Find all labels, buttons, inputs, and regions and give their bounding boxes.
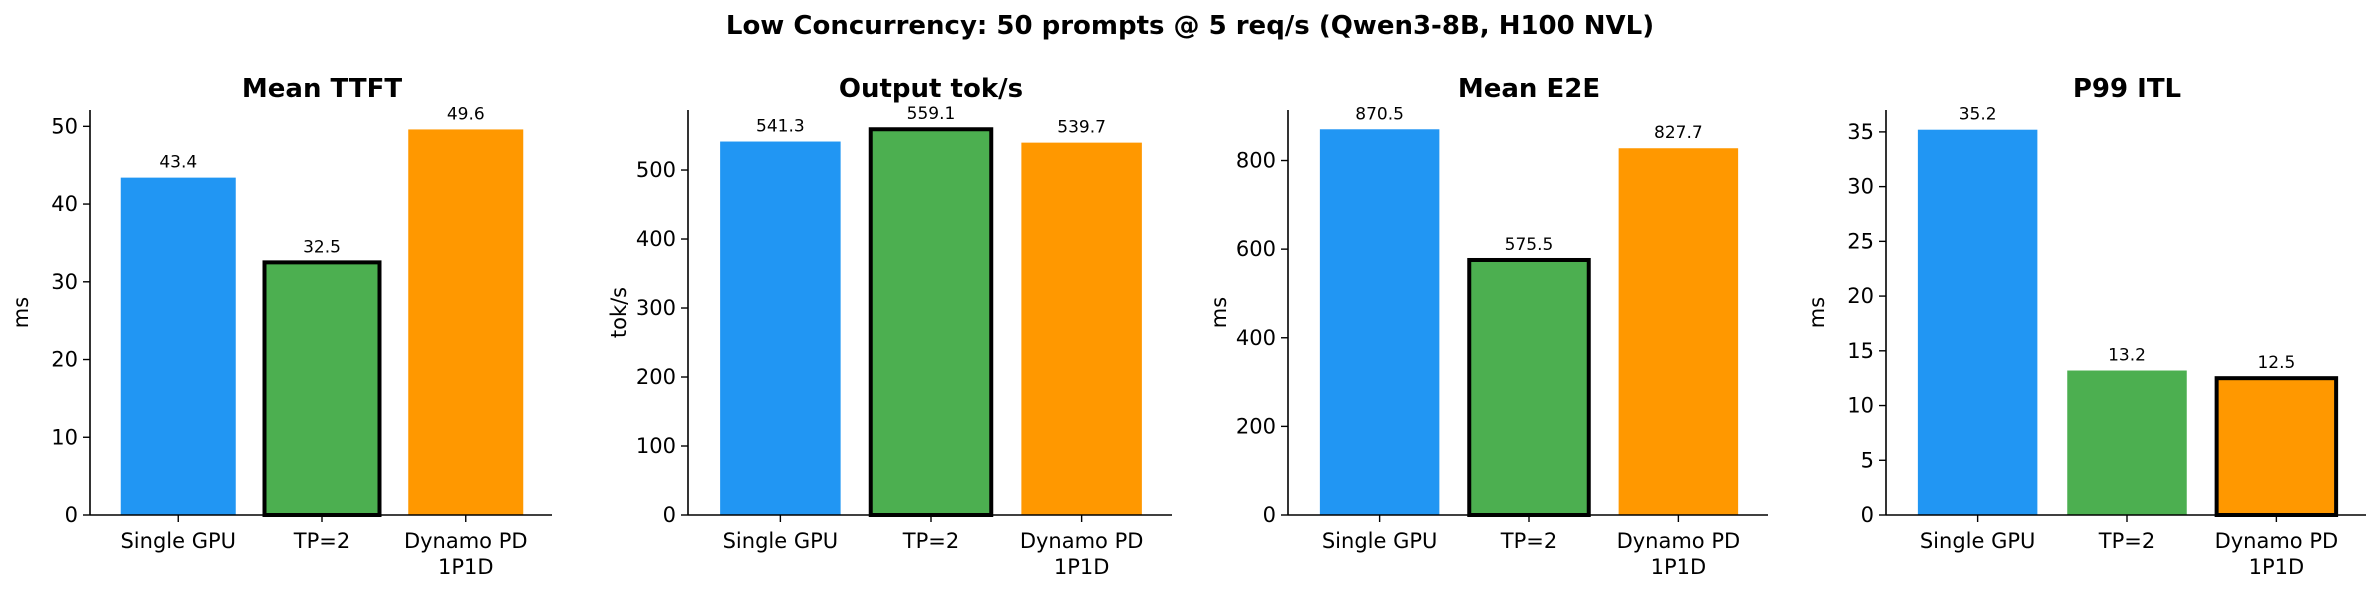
bar-1-3 xyxy=(408,129,524,515)
value-label-4-1: 35.2 xyxy=(1959,105,1997,125)
x-tick-label-1-2: TP=2 xyxy=(293,529,350,553)
y-axis-label-4: ms xyxy=(1805,297,1829,328)
y-tick-label-4-5: 20 xyxy=(1847,284,1874,308)
bar-3-2 xyxy=(1467,257,1591,517)
y-tick-label-2-2: 100 xyxy=(636,434,676,458)
value-label-4-3: 12.5 xyxy=(2257,353,2295,373)
bar-2-2 xyxy=(868,127,994,517)
y-tick-label-4-4: 15 xyxy=(1847,339,1874,363)
y-tick-label-1-5: 40 xyxy=(51,192,78,216)
value-label-2-1: 541.3 xyxy=(756,117,805,137)
bar-3-3 xyxy=(1618,148,1739,515)
chart-panel-1: 43.4 32.5 49.6 0 10 20 30 40 50 Single GPU TP=2 Dyn… xyxy=(9,74,552,579)
value-label-2-3: 539.7 xyxy=(1057,118,1106,138)
y-tick-label-1-1: 0 xyxy=(65,503,78,527)
x-tick-label-1-1: Single GPU xyxy=(120,529,236,553)
x-tick-label-3-2: TP=2 xyxy=(1500,529,1557,553)
x-tick-label-3-3: Dynamo PD 1P1D xyxy=(1617,529,1741,579)
y-tick-label-3-3: 400 xyxy=(1236,326,1276,350)
figure-suptitle: Low Concurrency: 50 prompts @ 5 req/s (Q… xyxy=(726,11,1654,41)
bar-1-1 xyxy=(120,177,236,515)
x-tick-label-4-1: Single GPU xyxy=(1920,529,2036,553)
value-label-4-2: 13.2 xyxy=(2108,346,2146,366)
y-tick-label-2-6: 500 xyxy=(636,158,676,182)
y-tick-label-2-3: 200 xyxy=(636,365,676,389)
y-tick-label-4-8: 35 xyxy=(1847,120,1874,144)
y-tick-label-2-4: 300 xyxy=(636,296,676,320)
value-label-1-2: 32.5 xyxy=(303,237,341,257)
y-tick-label-3-2: 200 xyxy=(1236,414,1276,438)
value-label-1-3: 49.6 xyxy=(447,104,485,124)
value-label-3-3: 827.7 xyxy=(1654,123,1703,143)
value-label-1-1: 43.4 xyxy=(159,153,197,173)
bar-4-2 xyxy=(2067,370,2187,515)
y-axis-label-2: tok/s xyxy=(607,287,631,338)
x-tick-label-1-3: Dynamo PD 1P1D xyxy=(404,529,528,579)
bar-4-3 xyxy=(2214,376,2339,518)
bar-3-1 xyxy=(1319,129,1440,516)
y-tick-label-4-6: 25 xyxy=(1847,229,1874,253)
y-tick-label-4-1: 0 xyxy=(1861,503,1874,527)
value-label-2-2: 559.1 xyxy=(907,104,956,124)
bar-2-1 xyxy=(720,141,841,515)
chart-panel-4: 35.2 13.2 12.5 0 5 10 15 20 25 30 35 Single GPU TP=2… xyxy=(1805,74,2366,579)
y-tick-label-2-1: 0 xyxy=(663,503,676,527)
y-tick-label-1-2: 10 xyxy=(51,425,78,449)
panel-title-2: Output tok/s xyxy=(839,74,1023,104)
x-tick-label-3-1: Single GPU xyxy=(1322,529,1438,553)
bar-1-2 xyxy=(262,260,382,517)
y-tick-label-1-3: 20 xyxy=(51,348,78,372)
y-tick-label-2-5: 400 xyxy=(636,227,676,251)
y-tick-label-1-4: 30 xyxy=(51,270,78,294)
y-tick-label-1-6: 50 xyxy=(51,114,78,138)
y-tick-label-3-1: 0 xyxy=(1263,503,1276,527)
x-tick-label-4-2: TP=2 xyxy=(2098,529,2155,553)
x-tick-label-4-3: Dynamo PD 1P1D xyxy=(2215,529,2339,579)
y-tick-label-3-5: 800 xyxy=(1236,149,1276,173)
bar-2-3 xyxy=(1021,142,1142,515)
y-axis-label-1: ms xyxy=(9,297,33,328)
y-tick-label-3-4: 600 xyxy=(1236,237,1276,261)
chart-panel-2: 541.3 559.1 539.7 0 100 200 300 400 500 Single GP… xyxy=(607,74,1172,579)
value-label-3-2: 575.5 xyxy=(1505,235,1554,255)
value-label-3-1: 870.5 xyxy=(1355,104,1404,124)
panel-title-3: Mean E2E xyxy=(1458,74,1600,104)
x-tick-label-2-1: Single GPU xyxy=(723,529,839,553)
x-tick-label-2-2: TP=2 xyxy=(902,529,959,553)
x-tick-label-2-3: Dynamo PD 1P1D xyxy=(1020,529,1144,579)
panel-title-4: P99 ITL xyxy=(2073,74,2181,104)
y-axis-label-3: ms xyxy=(1207,297,1231,328)
bar-4-1 xyxy=(1917,129,2038,515)
chart-panel-3: 870.5 575.5 827.7 0 200 400 600 800 Single GPU TP… xyxy=(1207,74,1768,579)
y-tick-label-4-3: 10 xyxy=(1847,394,1874,418)
panel-title-1: Mean TTFT xyxy=(242,74,402,104)
y-tick-label-4-2: 5 xyxy=(1861,448,1874,472)
y-tick-label-4-7: 30 xyxy=(1847,175,1874,199)
